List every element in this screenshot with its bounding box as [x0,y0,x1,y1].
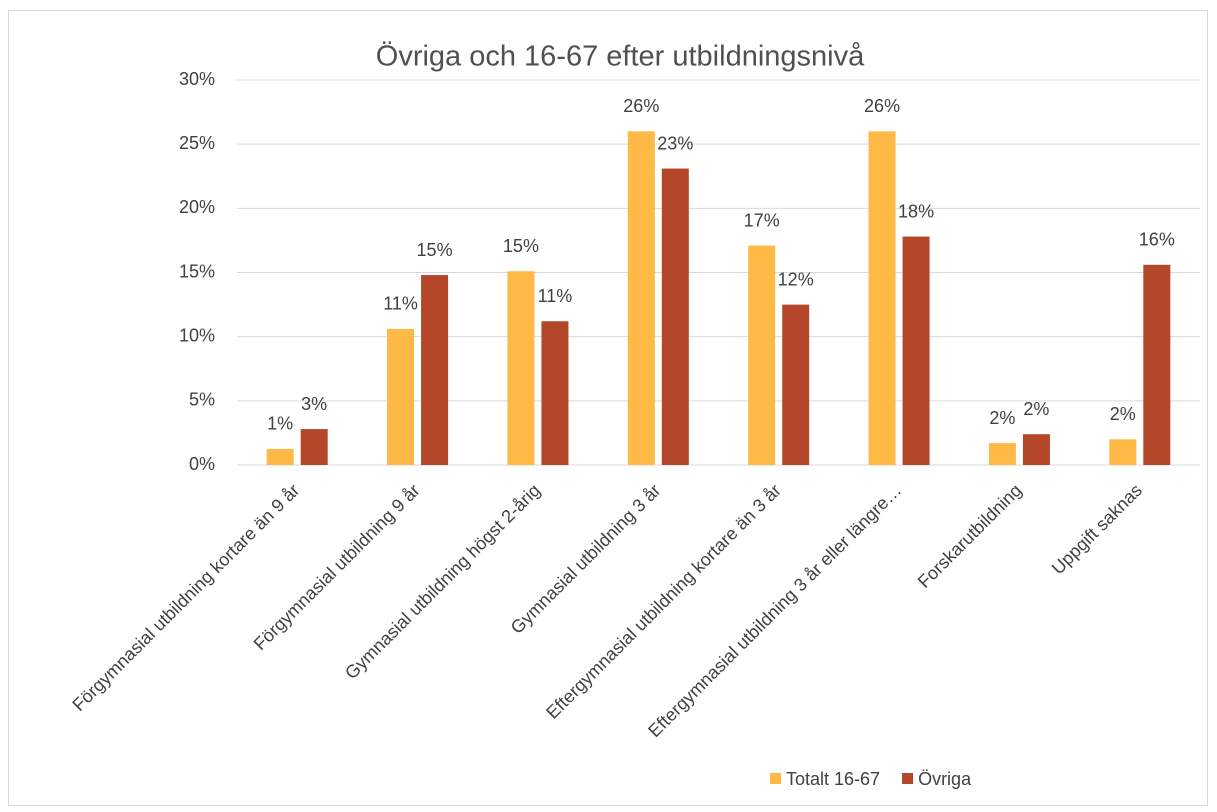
y-tick-label: 5% [189,390,215,410]
bar [627,131,655,466]
bar [902,236,930,465]
data-label: 23% [657,133,693,153]
bar [988,443,1016,465]
bar [868,131,896,466]
bar [300,429,328,465]
bar [1022,434,1050,465]
bar [387,328,415,465]
data-label: 2% [1023,399,1049,419]
data-label: 2% [1110,404,1136,424]
y-tick-label: 15% [179,261,215,281]
data-label: 11% [538,286,573,306]
bar [782,304,810,465]
data-label: 15% [503,236,539,256]
data-label: 11% [383,294,418,314]
legend-label: Övriga [918,769,972,789]
bar [507,271,535,465]
data-label: 17% [744,210,780,230]
legend-swatch [902,773,914,784]
legend-swatch [770,773,781,784]
bar [1143,264,1171,465]
bar [541,321,569,465]
y-tick-label: 25% [179,133,215,153]
bar [661,168,689,466]
data-label: 16% [1139,230,1175,250]
data-label: 3% [301,394,327,414]
data-label: 26% [864,96,900,116]
data-label: 2% [989,408,1015,428]
y-tick-label: 20% [179,197,215,217]
y-tick-label: 30% [179,69,215,89]
data-label: 18% [898,201,934,221]
data-label: 15% [417,240,453,260]
bar [266,448,294,465]
chart-frame [8,10,1208,806]
bar [748,245,776,465]
y-tick-label: 0% [189,454,215,474]
bar [421,275,449,465]
data-label: 26% [623,96,659,116]
bar [1109,439,1137,465]
y-tick-label: 10% [179,325,215,345]
data-label: 12% [778,269,814,289]
data-label: 1% [267,414,293,434]
legend-label: Totalt 16-67 [786,769,880,789]
chart-title: Övriga och 16-67 efter utbildningsnivå [376,41,865,73]
